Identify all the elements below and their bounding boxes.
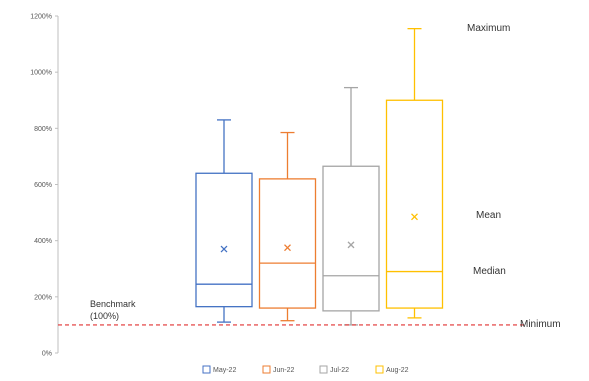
box-series-layer	[195, 27, 444, 326]
y-tick-label: 400%	[34, 238, 52, 245]
y-tick-label: 200%	[34, 294, 52, 301]
legend-label: May-22	[213, 367, 236, 374]
y-tick-label: 800%	[34, 126, 52, 133]
annotation-maximum: Maximum	[467, 23, 510, 34]
annotation-mean: Mean	[476, 210, 501, 221]
y-tick-label: 0%	[42, 351, 52, 358]
box-aug-22	[385, 27, 444, 319]
iqr-box	[322, 165, 380, 312]
box-jun-22	[258, 131, 317, 322]
legend-swatch	[375, 365, 384, 374]
iqr-box	[385, 99, 444, 309]
y-tick-label: 1000%	[30, 70, 52, 77]
y-tick-label: 600%	[34, 182, 52, 189]
legend-swatch	[262, 365, 271, 374]
mean-marker	[411, 213, 418, 221]
annotation-median: Median	[473, 266, 506, 277]
y-tick-label: 1200%	[30, 14, 52, 21]
iqr-box	[258, 178, 317, 309]
mean-marker	[347, 241, 355, 249]
annotation-minimum: Minimum	[520, 319, 561, 330]
benchmark-label-line1: Benchmark	[90, 299, 136, 309]
legend-label: Aug-22	[386, 367, 409, 374]
y-axis: 0% 200% 400% 600% 800% 1000% 1200%	[30, 14, 59, 358]
legend-item-jun-22: Jun-22	[262, 365, 295, 374]
legend-label: Jul-22	[330, 367, 349, 374]
benchmark-label-line2: (100%)	[90, 311, 119, 321]
annotation-layer: Maximum Mean Median Minimum Benchmark (1…	[90, 23, 561, 330]
mean-marker	[284, 244, 291, 252]
mean-marker	[220, 245, 228, 253]
legend-label: Jun-22	[273, 367, 295, 374]
iqr-box	[195, 172, 253, 308]
box-jul-22	[322, 86, 380, 326]
legend-item-jul-22: Jul-22	[319, 365, 349, 374]
legend-item-aug-22: Aug-22	[375, 365, 409, 374]
box-may-22	[195, 119, 253, 323]
legend-swatch	[319, 365, 328, 374]
legend-item-may-22: May-22	[202, 365, 236, 374]
legend: May-22 Jun-22 Jul-22 Aug-22	[202, 365, 409, 374]
legend-swatch	[202, 365, 211, 374]
